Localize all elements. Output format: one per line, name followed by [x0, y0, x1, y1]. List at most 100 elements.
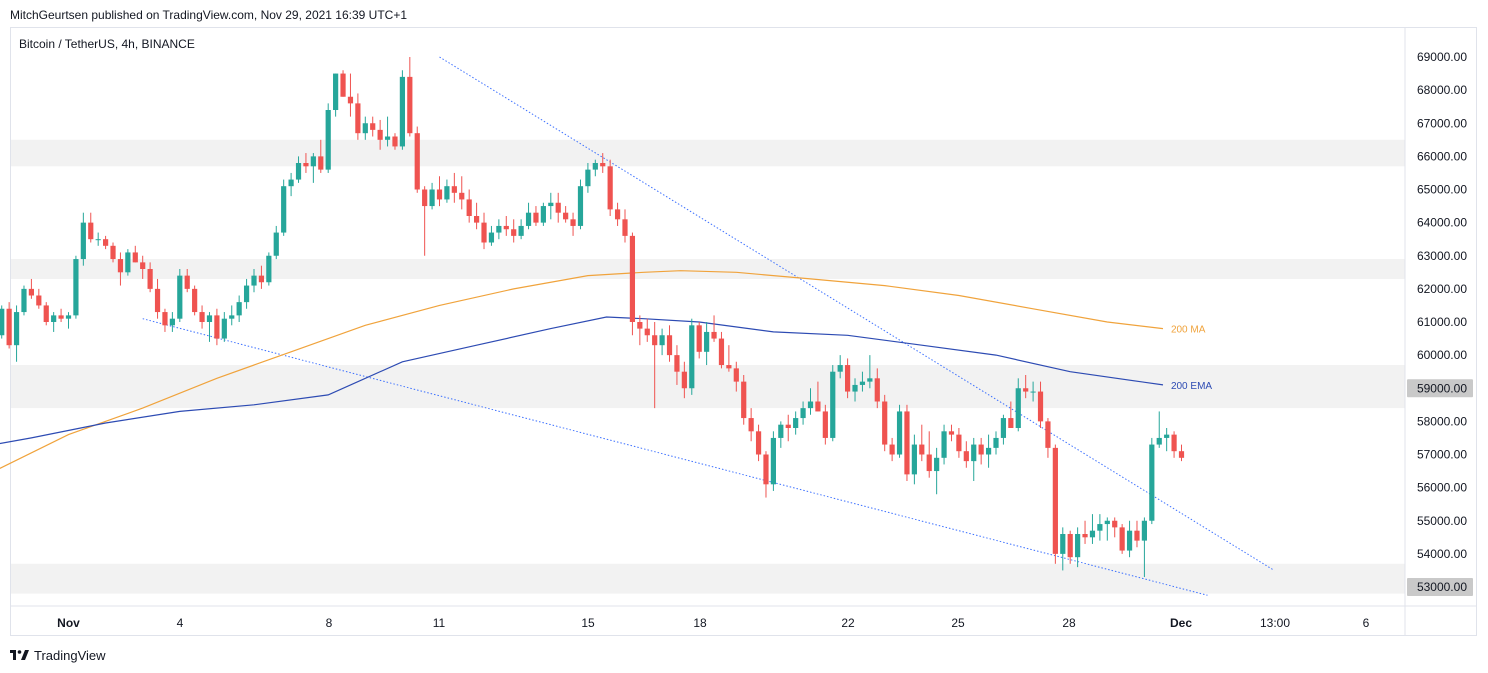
candle-body	[1052, 447, 1058, 554]
candle-body	[778, 424, 784, 438]
candle-body	[177, 275, 183, 319]
candle-body	[80, 222, 86, 260]
x-tick-label: 11	[433, 616, 446, 630]
candle-body	[281, 186, 287, 233]
candle-body	[934, 457, 940, 472]
x-tick-label: 6	[1363, 616, 1370, 630]
candle-body	[592, 163, 598, 170]
x-tick-label: 28	[1062, 616, 1076, 630]
candle-body	[956, 434, 962, 452]
candle-body	[1134, 530, 1140, 541]
candle-body	[392, 136, 398, 147]
chart-frame[interactable]	[10, 27, 1477, 636]
candle-body	[904, 411, 910, 475]
candle-body	[436, 189, 443, 200]
candle-body	[221, 318, 227, 339]
candle-body	[1119, 527, 1125, 551]
x-tick-label: 22	[841, 616, 855, 630]
candle-body	[1030, 391, 1036, 393]
candle-body	[251, 275, 257, 286]
candle-body	[399, 76, 405, 147]
candle-body	[1156, 437, 1162, 445]
candle-body	[837, 365, 843, 372]
candle-body	[1000, 418, 1007, 438]
candle-body	[384, 136, 391, 140]
y-tick-label: 66000.00	[1417, 149, 1467, 163]
candle-body	[273, 232, 279, 256]
candle-body	[563, 212, 569, 220]
candle-body	[674, 355, 680, 372]
candle-body	[511, 229, 517, 236]
y-tick-label: 65000.00	[1417, 183, 1467, 197]
candle-body	[236, 302, 242, 316]
series-label-200-ma: 200 MA	[1171, 325, 1206, 336]
candle-body	[889, 444, 895, 455]
candle-body	[919, 444, 925, 455]
candle-body	[451, 186, 457, 193]
candle-body	[28, 288, 34, 296]
candle-body	[867, 378, 873, 382]
candle-body	[43, 305, 49, 322]
candle-body	[295, 163, 302, 180]
candle-body	[370, 123, 376, 130]
y-tick-label: 56000.00	[1417, 481, 1467, 495]
candle-body	[830, 371, 836, 438]
candle-body	[622, 219, 628, 236]
x-tick-label: 13:00	[1260, 616, 1290, 630]
price-label-box-1	[1407, 578, 1473, 596]
candle-body	[355, 103, 361, 134]
candle-body	[652, 335, 658, 346]
candle-body	[481, 222, 487, 243]
candle-body	[822, 411, 828, 438]
candle-body	[310, 156, 316, 167]
candle-body	[466, 199, 472, 216]
candle-body	[807, 401, 814, 409]
candle-body	[377, 129, 383, 140]
candle-body	[704, 331, 710, 352]
tradingview-logo-icon	[10, 648, 30, 662]
candle-body	[600, 163, 606, 167]
candle-body	[206, 315, 213, 322]
price-label-text-1: 53000.00	[1417, 580, 1467, 594]
candle-body	[1075, 534, 1081, 558]
candle-body	[407, 76, 413, 134]
candle-body	[147, 269, 153, 289]
candle-body	[192, 288, 198, 313]
x-tick-label: 18	[693, 616, 707, 630]
candle-body	[422, 189, 428, 207]
candle-body	[1149, 444, 1155, 521]
candle-body	[162, 312, 168, 326]
candle-body	[488, 232, 495, 243]
candle-body	[644, 328, 650, 336]
candle-body	[340, 73, 346, 97]
candle-body	[525, 212, 532, 226]
price-label-text-0: 59000.00	[1417, 381, 1467, 395]
candle-body	[1045, 421, 1051, 448]
candle-body	[0, 308, 5, 336]
candle-body	[555, 202, 561, 213]
candle-body	[318, 156, 324, 170]
candle-body	[110, 245, 116, 260]
candle-body	[444, 186, 450, 200]
candle-body	[154, 288, 161, 313]
price-label-box-0	[1407, 379, 1473, 398]
y-tick-label: 60000.00	[1417, 348, 1467, 362]
candle-body	[637, 322, 643, 329]
candle-body	[58, 315, 64, 319]
candle-body	[1112, 520, 1118, 528]
candle-body	[659, 335, 665, 346]
candle-body	[103, 239, 109, 246]
series-label-200-ema: 200 EMA	[1171, 381, 1212, 392]
candle-body	[607, 166, 613, 210]
candle-body	[503, 225, 509, 230]
candle-body	[429, 189, 435, 207]
candle-body	[1023, 388, 1029, 392]
y-tick-label: 61000.00	[1417, 315, 1467, 329]
candle-body	[36, 295, 42, 306]
candle-body	[711, 331, 717, 339]
candle-body	[199, 312, 205, 322]
candle-body	[926, 454, 932, 472]
candle-body	[333, 73, 339, 110]
y-tick-label: 54000.00	[1417, 547, 1467, 561]
